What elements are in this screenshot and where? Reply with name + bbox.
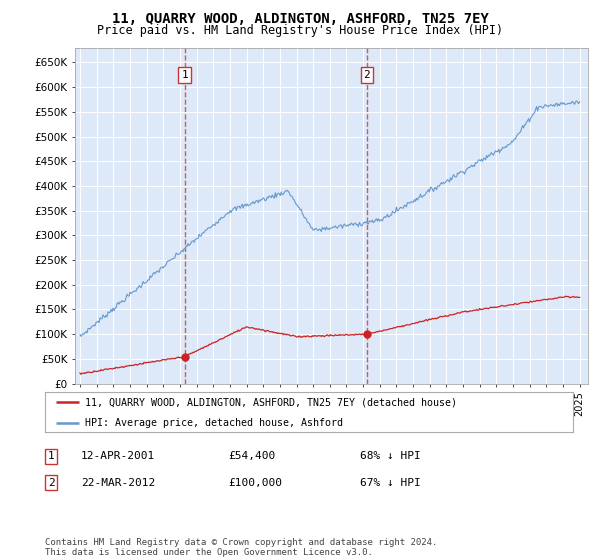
Text: 11, QUARRY WOOD, ALDINGTON, ASHFORD, TN25 7EY: 11, QUARRY WOOD, ALDINGTON, ASHFORD, TN2…: [112, 12, 488, 26]
Text: Price paid vs. HM Land Registry's House Price Index (HPI): Price paid vs. HM Land Registry's House …: [97, 24, 503, 36]
Text: 2: 2: [47, 478, 55, 488]
Text: £54,400: £54,400: [228, 451, 275, 461]
Text: Contains HM Land Registry data © Crown copyright and database right 2024.
This d: Contains HM Land Registry data © Crown c…: [45, 538, 437, 557]
Text: 11, QUARRY WOOD, ALDINGTON, ASHFORD, TN25 7EY (detached house): 11, QUARRY WOOD, ALDINGTON, ASHFORD, TN2…: [85, 397, 457, 407]
Text: £100,000: £100,000: [228, 478, 282, 488]
Text: 22-MAR-2012: 22-MAR-2012: [81, 478, 155, 488]
Text: 67% ↓ HPI: 67% ↓ HPI: [360, 478, 421, 488]
Text: 1: 1: [47, 451, 55, 461]
Text: HPI: Average price, detached house, Ashford: HPI: Average price, detached house, Ashf…: [85, 418, 343, 428]
Text: 68% ↓ HPI: 68% ↓ HPI: [360, 451, 421, 461]
Text: 1: 1: [181, 70, 188, 80]
Text: 2: 2: [364, 70, 370, 80]
Text: 12-APR-2001: 12-APR-2001: [81, 451, 155, 461]
